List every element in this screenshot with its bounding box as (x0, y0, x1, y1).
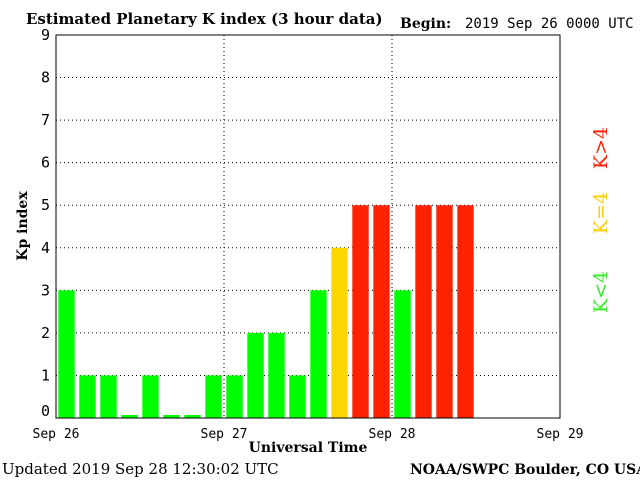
kp-bar (121, 415, 138, 418)
kp-bar (205, 375, 222, 418)
x-tick-labels: Sep 26 Sep 27 Sep 28 Sep 29 (33, 427, 584, 442)
begin-label: Begin: (400, 16, 451, 32)
kp-bar (268, 332, 285, 418)
y-tick-label: 2 (41, 324, 50, 342)
kp-bar (415, 205, 432, 418)
kp-bar (310, 290, 327, 418)
y-tick-label: 3 (41, 281, 50, 299)
legend-k-below-4: K<4 (590, 271, 612, 313)
y-tick-label: 9 (41, 26, 50, 44)
kp-bar (352, 205, 369, 418)
legend-k-above-4: K>4 (590, 127, 612, 169)
grid-lines (56, 35, 560, 418)
kp-bar (100, 375, 117, 418)
kp-bar (184, 415, 201, 418)
y-tick-label: 4 (41, 239, 50, 257)
x-tick-label: Sep 29 (537, 427, 584, 442)
y-tick-labels: 0 1 2 3 4 5 6 7 8 9 (41, 26, 50, 420)
x-tick-label: Sep 26 (33, 427, 80, 442)
kp-bar (247, 332, 264, 418)
x-tick-label: Sep 28 (369, 427, 416, 442)
kp-bar (394, 290, 411, 418)
kp-bar (79, 375, 96, 418)
plot-frame (55, 34, 561, 419)
x-axis-label: Universal Time (249, 440, 368, 456)
kp-bar (373, 205, 390, 418)
kp-bar (58, 290, 75, 418)
y-tick-label: 1 (41, 366, 50, 384)
updated-timestamp: Updated 2019 Sep 28 12:30:02 UTC (2, 460, 279, 478)
kp-bar (163, 415, 180, 418)
begin-value: 2019 Sep 26 0000 UTC (465, 16, 634, 32)
y-tick-label: 0 (41, 402, 50, 420)
legend-k-equal-4: K=4 (590, 192, 612, 234)
chart-title: Estimated Planetary K index (3 hour data… (26, 10, 383, 28)
y-tick-label: 5 (41, 196, 50, 214)
source-credit: NOAA/SWPC Boulder, CO USA (410, 462, 640, 478)
kp-bar (436, 205, 453, 418)
y-tick-label: 7 (41, 111, 50, 129)
kp-bar (331, 247, 348, 418)
y-tick-label: 8 (41, 69, 50, 87)
bars (58, 205, 474, 418)
y-tick-label: 6 (41, 154, 50, 172)
kp-bar (457, 205, 474, 418)
kp-bar (142, 375, 159, 418)
kp-bar (289, 375, 306, 418)
kp-bar (226, 375, 243, 418)
y-axis-label: Kp index (15, 191, 31, 261)
x-tick-label: Sep 27 (201, 427, 248, 442)
